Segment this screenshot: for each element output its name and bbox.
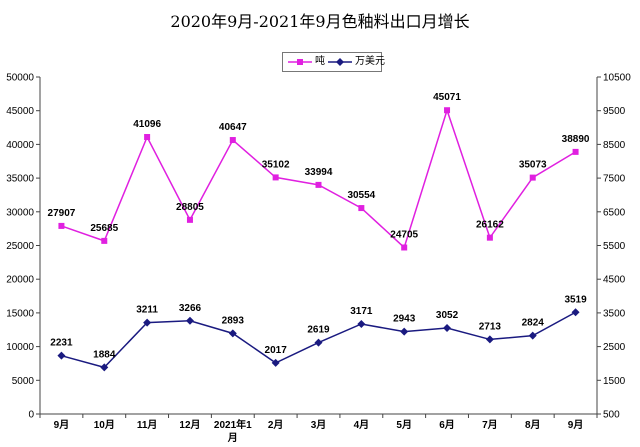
data-label: 30554 <box>347 190 375 201</box>
data-point <box>143 318 152 327</box>
data-point <box>571 308 580 317</box>
data-label: 3052 <box>436 310 459 321</box>
y-left-tick-label: 5000 <box>12 376 35 387</box>
x-tick-label: 10月 <box>94 419 115 431</box>
data-label: 35073 <box>519 160 547 171</box>
data-label: 35102 <box>262 159 290 170</box>
y-right-tick-label: 6500 <box>603 207 626 218</box>
y-right-tick-label: 7500 <box>603 174 626 185</box>
y-left-tick-label: 45000 <box>6 106 34 117</box>
data-point <box>144 134 151 141</box>
y-right-tick-label: 1500 <box>603 376 626 387</box>
chart-title: 2020年9月-2021年9月色釉料出口月增长 <box>170 12 470 31</box>
y-right-tick-label: 2500 <box>603 342 626 353</box>
y-right-tick-label: 9500 <box>603 106 626 117</box>
y-right-tick-label: 8500 <box>603 140 626 151</box>
data-label: 27907 <box>48 208 76 219</box>
y-left-tick-label: 40000 <box>6 140 34 151</box>
data-label: 2619 <box>307 325 330 336</box>
y-right-tick-label: 5500 <box>603 241 626 252</box>
data-label: 38890 <box>562 134 590 145</box>
x-tick-label: 2021年1 <box>214 418 252 431</box>
x-tick-label: 4月 <box>354 419 370 431</box>
data-label: 3519 <box>564 294 587 305</box>
y-right-tick-label: 4500 <box>603 275 626 286</box>
x-tick-label: 9月 <box>568 419 584 431</box>
legend-label-tons: 吨 <box>315 56 325 67</box>
x-tick-label: 12月 <box>179 419 200 431</box>
x-tick-label: 5月 <box>396 419 412 431</box>
legend-swatch-tons <box>288 59 312 65</box>
data-point <box>572 148 579 155</box>
x-tick-label: 月 <box>227 432 238 444</box>
data-label: 3211 <box>136 305 158 316</box>
y-right-tick-label: 10500 <box>603 73 631 84</box>
y-left-tick-label: 20000 <box>6 275 34 286</box>
y-right-tick-label: 500 <box>603 410 620 421</box>
data-label: 2017 <box>265 345 288 356</box>
data-label: 40647 <box>219 122 247 133</box>
data-label: 2231 <box>50 338 73 349</box>
data-label: 33994 <box>305 167 333 178</box>
y-left-tick-label: 15000 <box>6 308 34 319</box>
x-tick-label: 7月 <box>482 419 498 431</box>
x-tick-label: 2月 <box>268 419 284 431</box>
legend: 吨 万美元 <box>282 52 385 72</box>
data-point <box>272 174 279 181</box>
data-point <box>185 316 194 325</box>
data-label: 2893 <box>222 315 245 326</box>
data-point <box>529 174 536 181</box>
data-point <box>358 205 365 212</box>
data-label: 2943 <box>393 314 416 325</box>
data-point <box>229 137 236 144</box>
y-left-tick-label: 50000 <box>6 73 34 84</box>
x-tick-label: 3月 <box>311 419 327 431</box>
data-point <box>443 323 452 332</box>
x-tick-label: 8月 <box>525 419 541 431</box>
data-label: 1884 <box>93 349 116 360</box>
y-left-tick-label: 30000 <box>6 207 34 218</box>
data-point <box>444 107 451 114</box>
data-point <box>101 237 108 244</box>
data-point <box>486 234 493 241</box>
data-label: 3266 <box>179 303 202 314</box>
data-point <box>401 244 408 251</box>
data-point <box>315 181 322 188</box>
data-point <box>57 351 66 360</box>
data-point <box>228 329 237 338</box>
data-point <box>58 222 65 229</box>
data-label: 2824 <box>522 318 545 329</box>
y-left-tick-label: 35000 <box>6 174 34 185</box>
y-right-tick-label: 3500 <box>603 308 626 319</box>
data-label: 28805 <box>176 202 204 213</box>
y-left-tick-label: 25000 <box>6 241 34 252</box>
data-point <box>357 319 366 328</box>
x-tick-label: 11月 <box>137 419 158 431</box>
data-point <box>528 331 537 340</box>
y-left-tick-label: 10000 <box>6 342 34 353</box>
data-label: 25685 <box>90 223 118 234</box>
legend-swatch-usd <box>328 58 352 66</box>
data-label: 26162 <box>476 220 504 231</box>
y-left-tick-label: 0 <box>28 410 34 421</box>
data-point <box>100 363 109 372</box>
data-point <box>485 335 494 344</box>
data-label: 24705 <box>390 229 418 240</box>
legend-label-usd: 万美元 <box>355 56 385 67</box>
data-label: 2713 <box>479 321 502 332</box>
data-point <box>314 338 323 347</box>
data-point <box>271 358 280 367</box>
data-label: 3171 <box>350 306 373 317</box>
data-point <box>186 216 193 223</box>
x-tick-label: 6月 <box>439 419 455 431</box>
x-tick-label: 9月 <box>54 419 70 431</box>
data-label: 41096 <box>133 119 161 130</box>
data-point <box>400 327 409 336</box>
data-label: 45071 <box>433 92 461 103</box>
